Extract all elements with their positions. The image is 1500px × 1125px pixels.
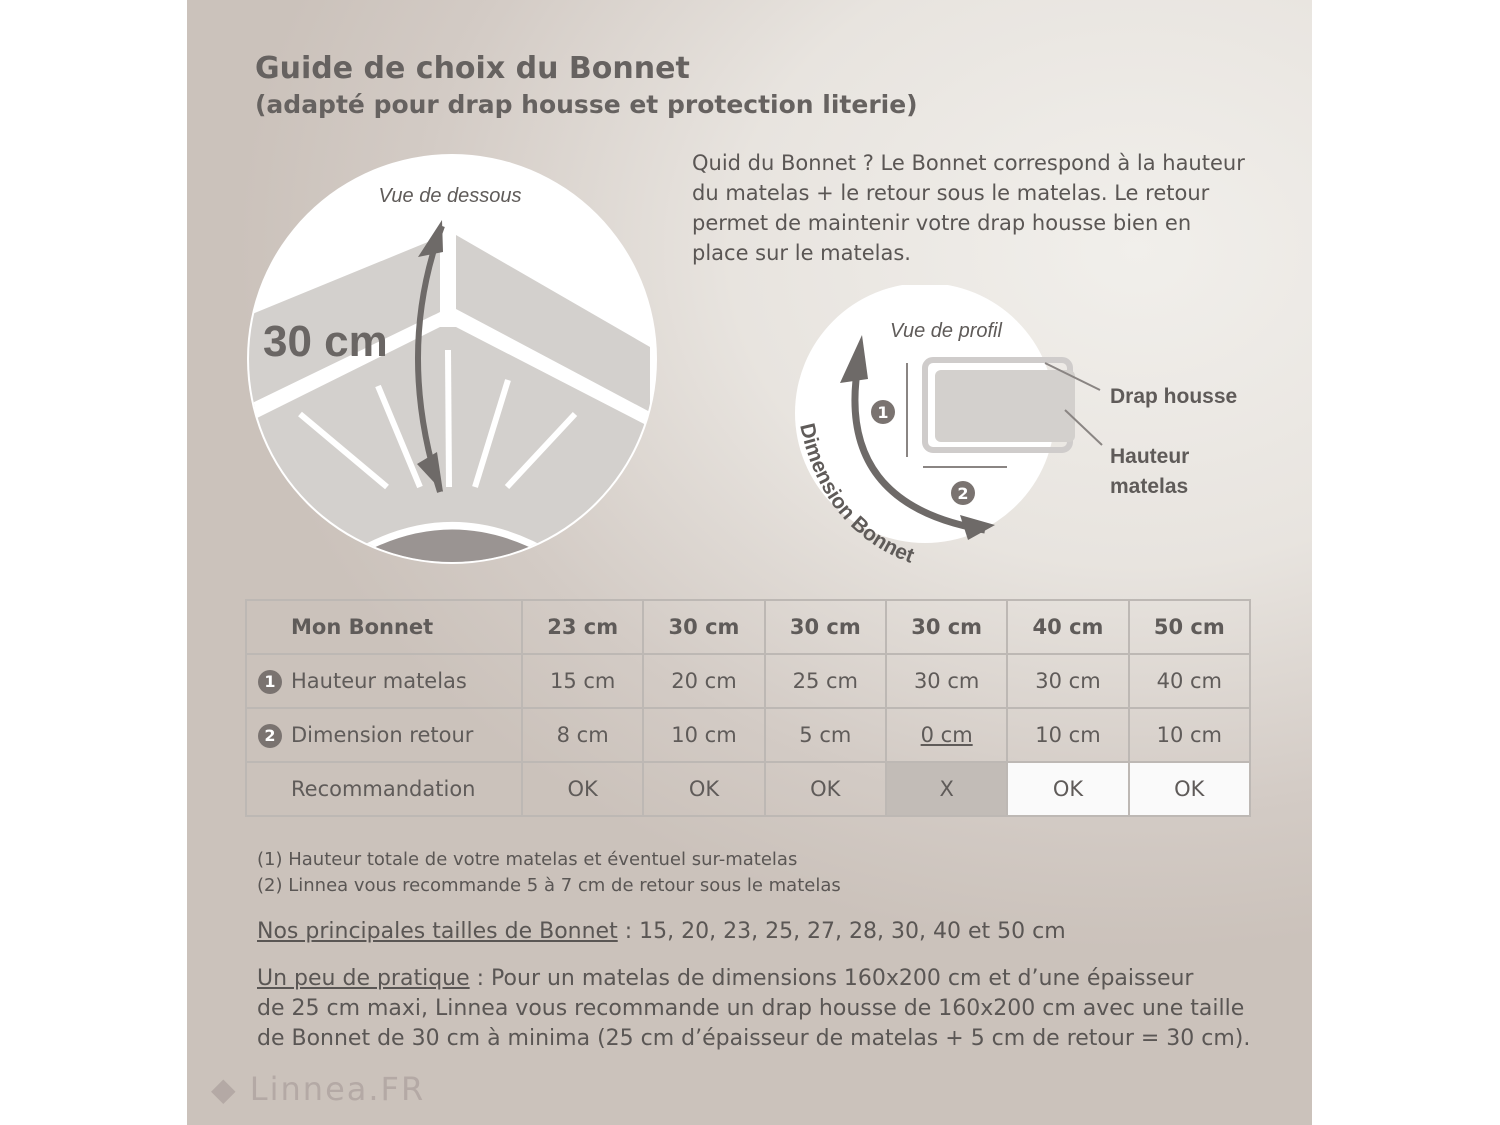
measure-label: 30 cm bbox=[263, 317, 388, 366]
marker-1: 1 bbox=[877, 403, 888, 422]
table-cell: OK bbox=[642, 761, 766, 817]
practice-line-1: : Pour un matelas de dimensions 160x200 … bbox=[469, 966, 1194, 991]
table-cell: 8 cm bbox=[520, 707, 645, 763]
row-label: 2 Dimension retour bbox=[245, 707, 523, 763]
table-row: Recommandation OK OK OK X OK OK bbox=[245, 761, 1252, 817]
logo-text: Linnea.FR bbox=[249, 1070, 426, 1108]
bottom-view-diagram: Vue de dessous 30 cm bbox=[247, 154, 657, 564]
table-cell: 10 cm bbox=[642, 707, 766, 763]
profile-view-diagram: 1 2 Vue de profil Drap housse Hauteur ma… bbox=[795, 285, 1237, 568]
sizes-label: Nos principales tailles de Bonnet bbox=[257, 919, 618, 944]
table-cell: 0 cm bbox=[884, 707, 1009, 763]
bonnet-table: Mon Bonnet 23 cm 30 cm 30 cm 30 cm 40 cm… bbox=[245, 599, 1252, 817]
header-cell: 30 cm bbox=[642, 599, 766, 655]
row-label-text: Dimension retour bbox=[291, 723, 474, 747]
table-cell: 5 cm bbox=[763, 707, 887, 763]
row-label-text: Hauteur matelas bbox=[291, 669, 467, 693]
label-matelas: matelas bbox=[1110, 475, 1188, 498]
table-row: 1 Hauteur matelas 15 cm 20 cm 25 cm 30 cm… bbox=[245, 653, 1252, 709]
practice-line-2: de 25 cm maxi, Linnea vous recommande un… bbox=[257, 996, 1245, 1021]
table-cell: 20 cm bbox=[642, 653, 766, 709]
table-cell: OK bbox=[1127, 761, 1252, 817]
label-drap-housse: Drap housse bbox=[1110, 385, 1237, 408]
footnote-1: (1) Hauteur totale de votre matelas et é… bbox=[257, 849, 798, 870]
header-cell: 30 cm bbox=[763, 599, 887, 655]
profile-view-caption: Vue de profil bbox=[890, 320, 1002, 342]
table-cell: OK bbox=[1006, 761, 1130, 817]
sizes-line: Nos principales tailles de Bonnet : 15, … bbox=[257, 917, 1066, 947]
table-cell: 30 cm bbox=[884, 653, 1009, 709]
table-cell: X bbox=[884, 761, 1009, 817]
bottom-view-caption: Vue de dessous bbox=[378, 185, 521, 207]
table-cell: 30 cm bbox=[1006, 653, 1130, 709]
row-label: Recommandation bbox=[245, 761, 523, 817]
linnea-logo: ◆ Linnea.FR bbox=[211, 1070, 425, 1108]
table-cell: 10 cm bbox=[1127, 707, 1252, 763]
page-subtitle: (adapté pour drap housse et protection l… bbox=[255, 90, 918, 119]
table-cell: 40 cm bbox=[1127, 653, 1252, 709]
marker-2: 2 bbox=[258, 724, 282, 748]
marker-1: 1 bbox=[258, 670, 282, 694]
label-hauteur: Hauteur bbox=[1110, 445, 1189, 468]
practice-line-3: de Bonnet de 30 cm à minima (25 cm d’épa… bbox=[257, 1026, 1251, 1051]
table-cell: 10 cm bbox=[1006, 707, 1130, 763]
table-cell: 15 cm bbox=[520, 653, 645, 709]
table-cell: OK bbox=[520, 761, 645, 817]
header-cell: 40 cm bbox=[1006, 599, 1130, 655]
table-header-row: Mon Bonnet 23 cm 30 cm 30 cm 30 cm 40 cm… bbox=[245, 599, 1252, 655]
header-cell: 30 cm bbox=[884, 599, 1009, 655]
footnote-2: (2) Linnea vous recommande 5 à 7 cm de r… bbox=[257, 875, 841, 896]
footnotes: (1) Hauteur totale de votre matelas et é… bbox=[257, 847, 841, 899]
table-row: 2 Dimension retour 8 cm 10 cm 5 cm 0 cm 1… bbox=[245, 707, 1252, 763]
row-label: 1 Hauteur matelas bbox=[245, 653, 523, 709]
page-title: Guide de choix du Bonnet bbox=[255, 51, 690, 86]
leaf-icon: ◆ bbox=[211, 1070, 238, 1108]
infographic: Guide de choix du Bonnet (adapté pour dr… bbox=[187, 0, 1312, 1125]
table-cell: OK bbox=[763, 761, 887, 817]
table-cell: 25 cm bbox=[763, 653, 887, 709]
intro-text: Quid du Bonnet ? Le Bonnet correspond à … bbox=[692, 151, 1245, 265]
sizes-text: : 15, 20, 23, 25, 27, 28, 30, 40 et 50 c… bbox=[617, 919, 1066, 944]
practice-label: Un peu de pratique bbox=[257, 966, 470, 991]
marker-2: 2 bbox=[957, 484, 968, 503]
header-cell: 23 cm bbox=[520, 599, 645, 655]
header-cell: 50 cm bbox=[1127, 599, 1252, 655]
header-cell: Mon Bonnet bbox=[245, 599, 523, 655]
practice-paragraph: Un peu de pratique : Pour un matelas de … bbox=[257, 964, 1250, 1054]
